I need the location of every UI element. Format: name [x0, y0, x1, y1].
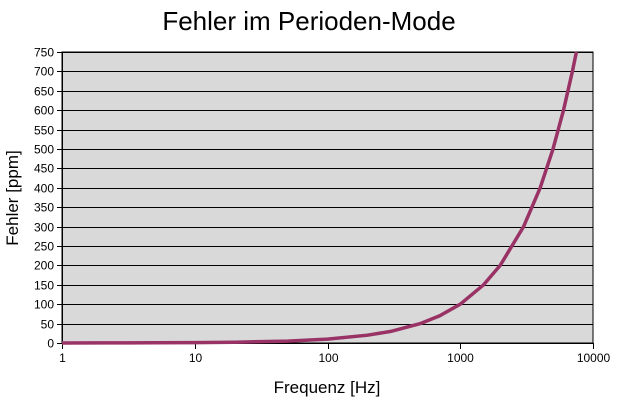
- y-tick-label: 100: [34, 298, 54, 312]
- y-tick-label: 300: [34, 221, 54, 235]
- y-tick-label: 550: [34, 124, 54, 138]
- x-tick-label: 10: [189, 351, 203, 365]
- y-axis-ticks: 0 50 100 150 200 250 300 350 400 450 500 550 600 650 7…: [34, 46, 63, 351]
- y-tick-label: 50: [41, 318, 55, 332]
- plot-area: [61, 51, 594, 344]
- gridlines: [62, 52, 593, 325]
- x-axis-ticks: 1 10 100 1000 10000: [59, 343, 611, 365]
- y-axis-label: Fehler [ppm]: [3, 150, 22, 245]
- y-tick-label: 350: [34, 201, 54, 215]
- y-tick-label: 600: [34, 104, 54, 118]
- y-tick-label: 250: [34, 240, 54, 254]
- x-tick-label: 1000: [447, 351, 474, 365]
- y-tick-label: 200: [34, 259, 54, 273]
- x-tick-label: 1: [59, 351, 66, 365]
- y-tick-label: 750: [34, 46, 54, 60]
- x-axis-label: Frequenz [Hz]: [274, 378, 381, 397]
- x-tick-label: 10000: [577, 351, 611, 365]
- y-tick-label: 400: [34, 182, 54, 196]
- y-tick-label: 500: [34, 143, 54, 157]
- y-tick-label: 150: [34, 279, 54, 293]
- y-tick-label: 700: [34, 65, 54, 79]
- y-tick-label: 0: [47, 337, 54, 351]
- y-tick-label: 450: [34, 162, 54, 176]
- y-tick-label: 650: [34, 85, 54, 99]
- x-tick-label: 100: [318, 351, 338, 365]
- series-line: [61, 51, 579, 345]
- chart-title: Fehler im Perioden-Mode: [162, 6, 456, 36]
